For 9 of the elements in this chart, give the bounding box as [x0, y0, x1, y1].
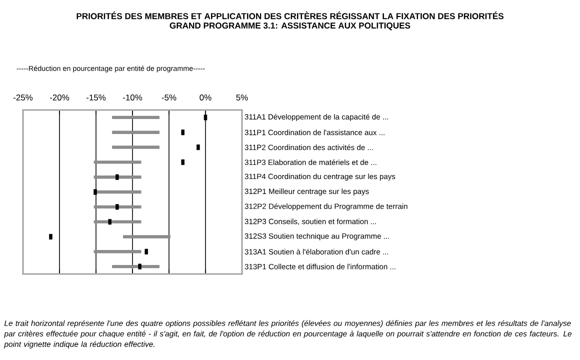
x-tick-label: -15%: [86, 94, 106, 100]
x-tick-label: -20%: [50, 94, 70, 100]
x-tick-label: -5%: [162, 94, 176, 100]
x-tick-label: 5%: [236, 94, 248, 100]
text: GRAND PROGRAMME 3.1: ASSISTANCE AUX POLITIQUES: [170, 22, 410, 30]
x-tick-label: 0%: [200, 94, 212, 100]
x-tick-label: -25%: [13, 94, 33, 100]
text: PRIORITÉS DES MEMBRES ET APPLICATION DES CRITÈRES RÉGISSANT LA FIXATION DES PRIORITÉS: [76, 12, 504, 20]
x-tick-label: -10%: [122, 94, 142, 100]
